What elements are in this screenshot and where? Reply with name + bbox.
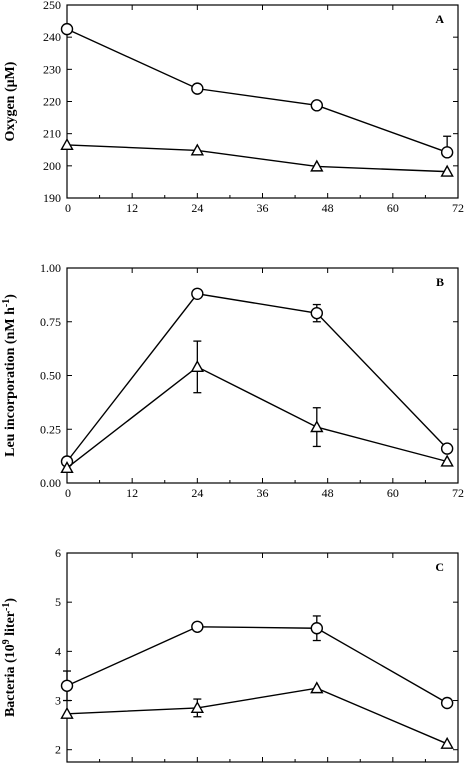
panel-B: 0 12 24 36 48 60 72 0.00 0.25 0.50 0.75 1.00 Leu inc… <box>1 261 464 500</box>
x-tick-label: 12 <box>126 765 138 767</box>
data-point-triangle <box>310 159 324 172</box>
data-point-triangle <box>60 461 74 474</box>
x-tick-label: 12 <box>126 201 138 215</box>
data-point-triangle <box>440 164 454 177</box>
x-tick-label: 24 <box>191 486 203 500</box>
data-point-triangle <box>440 454 454 467</box>
x-tick-label: 48 <box>322 486 334 500</box>
data-point-circle <box>60 679 74 692</box>
x-tick-label: 36 <box>257 201 269 215</box>
series-line <box>66 366 448 469</box>
x-tick-label: 36 <box>257 765 269 767</box>
data-point-circle <box>191 287 204 300</box>
y-tick-label: 190 <box>43 191 61 205</box>
x-tick-label: 48 <box>322 765 334 767</box>
series-line <box>66 144 448 173</box>
data-point-circle <box>440 442 454 455</box>
data-point-circle <box>191 82 204 95</box>
y-axis-label: Bacteria (109 liter-1) <box>1 598 18 717</box>
data-point-triangle <box>310 420 324 433</box>
data-point-circle <box>440 696 454 710</box>
x-tick-label: 0 <box>65 486 71 500</box>
y-tick-label: 0.50 <box>40 369 61 383</box>
x-tick-label: 24 <box>191 765 203 767</box>
y-tick-label: 0.00 <box>40 476 61 490</box>
y-tick-label: 6 <box>55 546 61 560</box>
series-line <box>66 687 448 745</box>
y-tick-label: 250 <box>43 0 61 12</box>
y-tick-label: 210 <box>43 127 61 141</box>
x-tick-label: 0 <box>65 201 71 215</box>
x-tick-label: 72 <box>452 201 464 215</box>
data-point-triangle <box>190 700 205 714</box>
data-point-circle <box>60 22 74 36</box>
y-tick-label: 2 <box>55 743 61 757</box>
x-tick-label: 72 <box>452 765 464 767</box>
series-triangle <box>60 340 454 474</box>
x-tick-label: 60 <box>387 486 399 500</box>
x-tick-label: 24 <box>191 201 203 215</box>
y-tick-label: 240 <box>43 30 61 44</box>
panel-A: 0 12 24 36 48 60 72 190 200 210 220 230 240 250 Oxygen… <box>3 0 464 215</box>
data-point-circle <box>310 99 324 112</box>
x-tick-label: 60 <box>387 765 399 767</box>
x-tick-label: 72 <box>452 486 464 500</box>
panel-label: A <box>435 12 444 26</box>
data-point-triangle <box>60 706 74 719</box>
series-line <box>66 626 448 704</box>
data-point-triangle <box>310 681 324 694</box>
series-triangle <box>60 681 454 749</box>
y-tick-label: 4 <box>55 644 61 658</box>
x-tick-label: 60 <box>387 201 399 215</box>
data-point-circle <box>310 622 324 635</box>
series-triangle <box>60 137 454 177</box>
y-tick-label: 1.00 <box>40 261 61 275</box>
plot-frame <box>66 552 459 763</box>
plot-frame <box>66 267 459 484</box>
x-tick-label: 36 <box>257 486 269 500</box>
series-line <box>66 293 448 462</box>
x-tick-label: 48 <box>322 201 334 215</box>
x-tick-label: 0 <box>65 765 71 767</box>
panel-label: B <box>436 275 444 289</box>
series-circle <box>60 22 454 159</box>
y-tick-label: 230 <box>43 62 61 76</box>
data-point-circle <box>440 146 454 159</box>
data-point-circle <box>310 306 324 320</box>
y-axis-label: Oxygen (μM) <box>3 61 18 141</box>
y-tick-label: 0.75 <box>40 315 61 329</box>
panel-C: 0 12 24 36 48 60 72 2 3 4 5 6 Bacteria (109 liter-1)… <box>1 546 464 767</box>
y-tick-label: 0.25 <box>40 422 61 436</box>
series-circle <box>60 287 454 468</box>
x-tick-label: 12 <box>126 486 138 500</box>
data-point-triangle <box>440 736 454 749</box>
y-tick-label: 200 <box>43 159 61 173</box>
series-circle <box>60 615 454 710</box>
data-point-triangle <box>190 143 205 156</box>
y-axis-label: Leu incorporation (nM h-1) <box>1 294 18 457</box>
data-point-triangle <box>60 137 74 151</box>
y-tick-label: 220 <box>43 95 61 109</box>
y-tick-label: 5 <box>55 595 61 609</box>
y-tick-label: 3 <box>55 694 61 708</box>
panel-label: C <box>435 560 444 574</box>
series-line <box>66 28 448 153</box>
data-point-circle <box>191 620 204 633</box>
data-point-triangle <box>190 359 205 372</box>
